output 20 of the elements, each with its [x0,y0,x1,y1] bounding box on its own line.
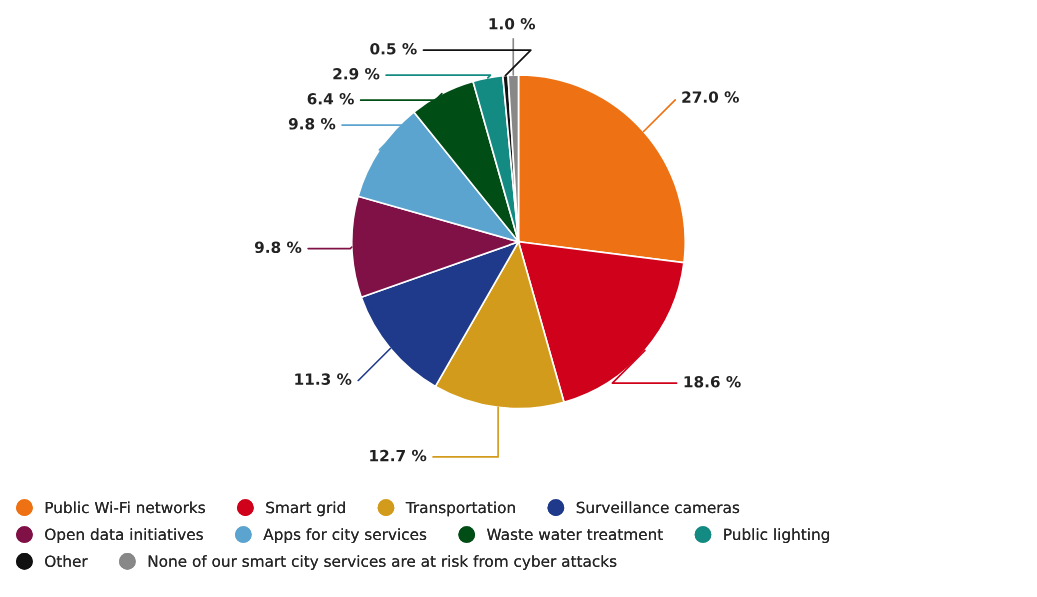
legend-label: Apps for city services [263,528,427,544]
legend-label: None of our smart city services are at risk from cyber attacks [148,555,617,570]
legend-label: Other [45,555,88,567]
legend-label: Waste water treatment [487,528,663,541]
data-label: 11.3 % [295,373,352,385]
legend-label: Surveillance cameras [576,501,740,514]
data-label: 6.4 % [307,93,354,105]
legend-label: Transportation [405,501,515,517]
data-label: 1.0 % [489,18,536,30]
data-label: 27.0 % [682,91,739,103]
data-label: 18.6 % [684,375,741,388]
legend-label: Public lighting [724,528,830,544]
data-label: 9.8 % [254,241,302,254]
data-label: 9.8 % [288,118,336,130]
data-label: 12.7 % [370,449,427,462]
legend-label: Smart grid [266,501,345,517]
data-label: 2.9 % [333,68,380,80]
legend-label: Public Wi-Fi networks [45,501,205,514]
legend-label: Open data initiatives [45,528,203,544]
data-label: 0.5 % [370,43,417,55]
